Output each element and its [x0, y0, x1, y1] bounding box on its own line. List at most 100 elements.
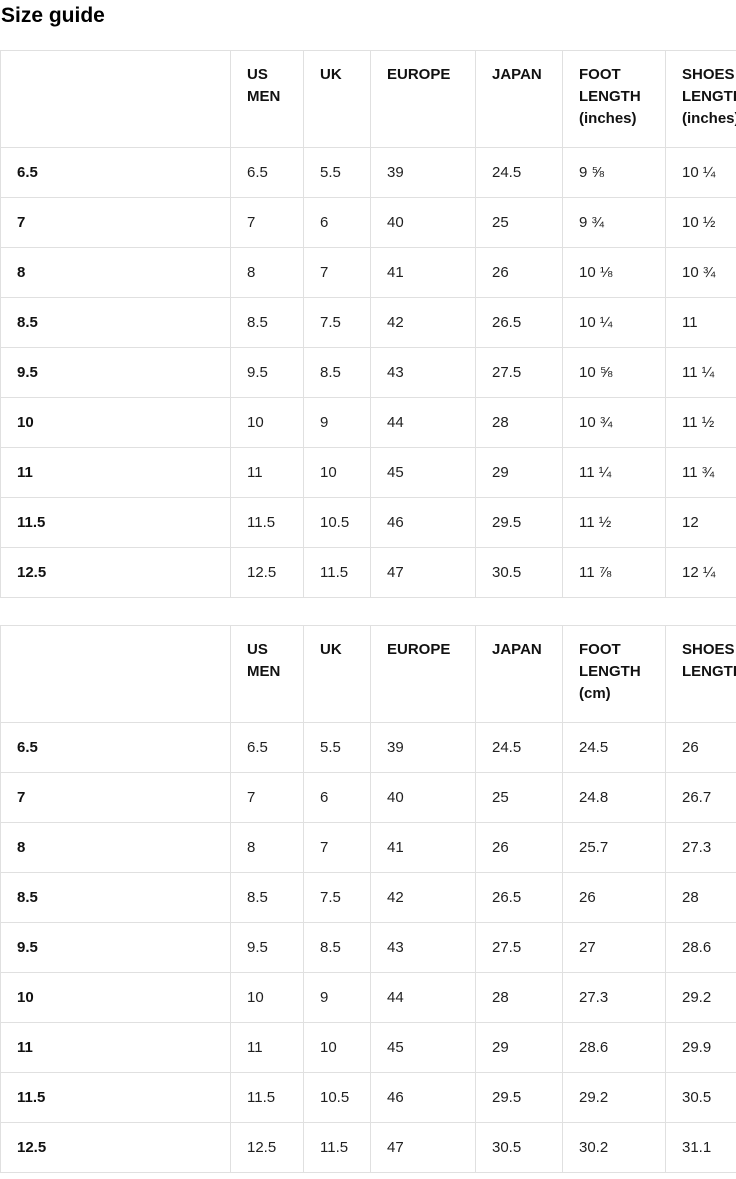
column-header: JAPAN — [475, 625, 563, 723]
data-cell: 12 — [665, 497, 736, 548]
table-row: 8.5 8.5 7.5 42 26.5 26 28 — [0, 872, 736, 923]
data-cell: 29.2 — [665, 972, 736, 1023]
data-cell: 30.5 — [475, 1122, 563, 1173]
table-row: 8 8 7 41 26 25.7 27.3 — [0, 822, 736, 873]
table-row: 12.5 12.5 11.5 47 30.5 30.2 31.1 — [0, 1122, 736, 1173]
data-cell: 11 — [230, 447, 304, 498]
row-label: 6.5 — [0, 147, 231, 198]
column-header: FOOT LENGTH (cm) — [562, 625, 666, 723]
row-label: 12.5 — [0, 1122, 231, 1173]
data-cell: 8 — [230, 247, 304, 298]
data-cell: 27.3 — [665, 822, 736, 873]
data-cell: 28.6 — [665, 922, 736, 973]
page-title: Size guide — [1, 4, 105, 27]
row-label: 7 — [0, 772, 231, 823]
column-header: JAPAN — [475, 50, 563, 148]
data-cell: 7 — [303, 822, 371, 873]
data-cell: 26.7 — [665, 772, 736, 823]
data-cell: 27.5 — [475, 347, 563, 398]
data-cell: 10.5 — [303, 497, 371, 548]
data-cell: 30.5 — [475, 547, 563, 598]
data-cell: 26 — [562, 872, 666, 923]
size-table-inches-container: US MEN UK EUROPE JAPAN FOOT LENGTH (inches) S… — [0, 50, 736, 598]
data-cell: 28 — [475, 397, 563, 448]
table-row: 9.5 9.5 8.5 43 27.5 27 28.6 — [0, 922, 736, 973]
data-cell: 27.5 — [475, 922, 563, 973]
data-cell: 6.5 — [230, 147, 304, 198]
data-cell: 29.9 — [665, 1022, 736, 1073]
data-cell: 46 — [370, 497, 476, 548]
data-cell: 11.5 — [230, 497, 304, 548]
data-cell: 10 ¼ — [665, 147, 736, 198]
data-cell: 6.5 — [230, 722, 304, 773]
data-cell: 9.5 — [230, 347, 304, 398]
data-cell: 25.7 — [562, 822, 666, 873]
row-label: 8.5 — [0, 872, 231, 923]
data-cell: 8.5 — [303, 347, 371, 398]
data-cell: 47 — [370, 1122, 476, 1173]
data-cell: 10 — [303, 447, 371, 498]
data-cell: 11 ½ — [665, 397, 736, 448]
data-cell: 26 — [475, 247, 563, 298]
table-row: 11.5 11.5 10.5 46 29.5 11 ½ 12 — [0, 497, 736, 548]
row-label: 10 — [0, 397, 231, 448]
data-cell: 41 — [370, 247, 476, 298]
data-cell: 10 ¾ — [562, 397, 666, 448]
column-header: US MEN — [230, 50, 304, 148]
data-cell: 11 ⅞ — [562, 547, 666, 598]
data-cell: 29.5 — [475, 1072, 563, 1123]
data-cell: 11 ¾ — [665, 447, 736, 498]
data-cell: 10 ¼ — [562, 297, 666, 348]
row-label: 11 — [0, 447, 231, 498]
data-cell: 8.5 — [303, 922, 371, 973]
row-label: 10 — [0, 972, 231, 1023]
table-row: 11.5 11.5 10.5 46 29.5 29.2 30.5 — [0, 1072, 736, 1123]
data-cell: 29 — [475, 1022, 563, 1073]
data-cell: 5.5 — [303, 722, 371, 773]
data-cell: 42 — [370, 872, 476, 923]
row-label: 8 — [0, 822, 231, 873]
table-row: 10 10 9 44 28 10 ¾ 11 ½ — [0, 397, 736, 448]
data-cell: 11 — [665, 297, 736, 348]
data-cell: 45 — [370, 1022, 476, 1073]
row-label: 11.5 — [0, 497, 231, 548]
data-cell: 27.3 — [562, 972, 666, 1023]
data-cell: 28.6 — [562, 1022, 666, 1073]
data-cell: 28 — [665, 872, 736, 923]
column-header: EUROPE — [370, 50, 476, 148]
column-header: US MEN — [230, 625, 304, 723]
data-cell: 26 — [665, 722, 736, 773]
data-cell: 39 — [370, 722, 476, 773]
data-cell: 10 — [303, 1022, 371, 1073]
size-label-column-header — [0, 625, 231, 723]
data-cell: 9 — [303, 397, 371, 448]
header-row: US MEN UK EUROPE JAPAN FOOT LENGTH (inches) S… — [0, 50, 736, 148]
data-cell: 11.5 — [303, 547, 371, 598]
data-cell: 11.5 — [230, 1072, 304, 1123]
column-header: FOOT LENGTH (inches) — [562, 50, 666, 148]
row-label: 9.5 — [0, 922, 231, 973]
table-row: 11 11 10 45 29 11 ¼ 11 ¾ — [0, 447, 736, 498]
data-cell: 41 — [370, 822, 476, 873]
data-cell: 40 — [370, 772, 476, 823]
row-label: 8 — [0, 247, 231, 298]
data-cell: 44 — [370, 972, 476, 1023]
row-label: 12.5 — [0, 547, 231, 598]
data-cell: 26.5 — [475, 297, 563, 348]
size-table-cm: US MEN UK EUROPE JAPAN FOOT LENGTH (cm) SHOES… — [0, 625, 736, 1173]
table-row: 7 7 6 40 25 24.8 26.7 — [0, 772, 736, 823]
data-cell: 7 — [303, 247, 371, 298]
data-cell: 9.5 — [230, 922, 304, 973]
column-header: UK — [303, 50, 371, 148]
row-label: 9.5 — [0, 347, 231, 398]
data-cell: 44 — [370, 397, 476, 448]
data-cell: 7 — [230, 772, 304, 823]
table-row: 10 10 9 44 28 27.3 29.2 — [0, 972, 736, 1023]
data-cell: 28 — [475, 972, 563, 1023]
data-cell: 43 — [370, 347, 476, 398]
row-label: 11.5 — [0, 1072, 231, 1123]
data-cell: 12.5 — [230, 1122, 304, 1173]
table-row: 12.5 12.5 11.5 47 30.5 11 ⅞ 12 ¼ — [0, 547, 736, 598]
column-header: UK — [303, 625, 371, 723]
data-cell: 12.5 — [230, 547, 304, 598]
